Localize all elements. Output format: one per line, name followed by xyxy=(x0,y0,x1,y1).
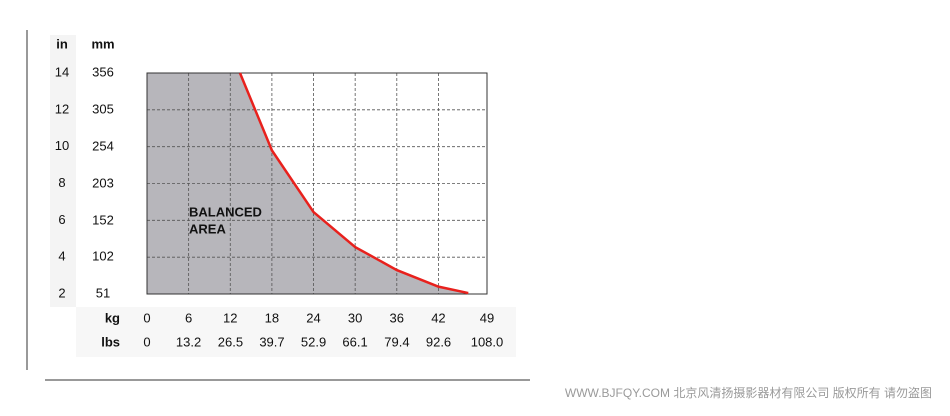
plot-border xyxy=(146,72,488,295)
y2-tick-label: 152 xyxy=(92,212,114,227)
x-tick-label: 36 xyxy=(390,310,404,325)
y2-tick-label: 51 xyxy=(96,285,110,300)
limit-curve xyxy=(238,72,469,295)
annotation: BALANCED xyxy=(189,204,262,219)
x2-tick-label: 52.9 xyxy=(301,334,326,349)
y2-tick-label: 356 xyxy=(92,64,114,79)
watermark: WWW.BJFQY.COM 北京风清扬摄影器材有限公司 版权所有 请勿盗图 xyxy=(565,385,932,400)
x2-tick-label: 39.7 xyxy=(259,334,284,349)
x-tick-label: 0 xyxy=(143,310,150,325)
x-tick-label: 30 xyxy=(348,310,362,325)
x-unit: kg xyxy=(105,310,120,325)
x2-tick-label: 108.0 xyxy=(471,334,504,349)
y2-tick-label: 254 xyxy=(92,138,114,153)
x-tick-label: 18 xyxy=(265,310,279,325)
y-unit: in xyxy=(56,36,68,51)
x2-tick-label: 13.2 xyxy=(176,334,201,349)
y-tick-label: 14 xyxy=(55,64,69,79)
y2-tick-label: 305 xyxy=(92,101,114,116)
y-tick-label: 12 xyxy=(55,101,69,116)
x2-tick-label: 0 xyxy=(143,334,150,349)
annotation: AREA xyxy=(189,221,226,236)
x-tick-label: 6 xyxy=(185,310,192,325)
label-band xyxy=(76,307,516,357)
y-tick-label: 10 xyxy=(55,138,69,153)
x2-tick-label: 26.5 xyxy=(218,334,243,349)
label-band xyxy=(50,35,76,307)
y-tick-label: 8 xyxy=(58,175,65,190)
x2-tick-label: 66.1 xyxy=(342,334,367,349)
x2-unit: lbs xyxy=(101,334,120,349)
x2-tick-label: 79.4 xyxy=(384,334,409,349)
y2-tick-label: 203 xyxy=(92,175,114,190)
x-tick-label: 49 xyxy=(480,310,494,325)
x2-tick-label: 92.6 xyxy=(426,334,451,349)
y2-unit: mm xyxy=(91,36,114,51)
balanced-area xyxy=(147,73,469,294)
x-tick-label: 24 xyxy=(306,310,320,325)
x-tick-label: 12 xyxy=(223,310,237,325)
y-tick-label: 4 xyxy=(58,249,65,264)
y-tick-label: 6 xyxy=(58,212,65,227)
y2-tick-label: 102 xyxy=(92,248,114,263)
y-tick-label: 2 xyxy=(58,285,65,300)
x-tick-label: 42 xyxy=(431,310,445,325)
